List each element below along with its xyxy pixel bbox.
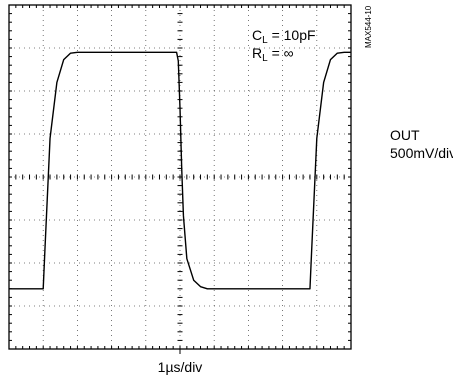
- channel-label: OUT: [390, 127, 420, 143]
- tick-layer: [9, 5, 351, 354]
- waveform-trace: [9, 51, 351, 290]
- part-number-label: MAX544-10: [364, 5, 373, 48]
- vertical-scale-label: 500mV/div: [390, 145, 453, 161]
- time-scale-label: 1µs/div: [158, 359, 203, 375]
- load-capacitance-label: CL = 10pF: [252, 27, 316, 46]
- load-resistance-label: RL = ∞: [252, 45, 294, 64]
